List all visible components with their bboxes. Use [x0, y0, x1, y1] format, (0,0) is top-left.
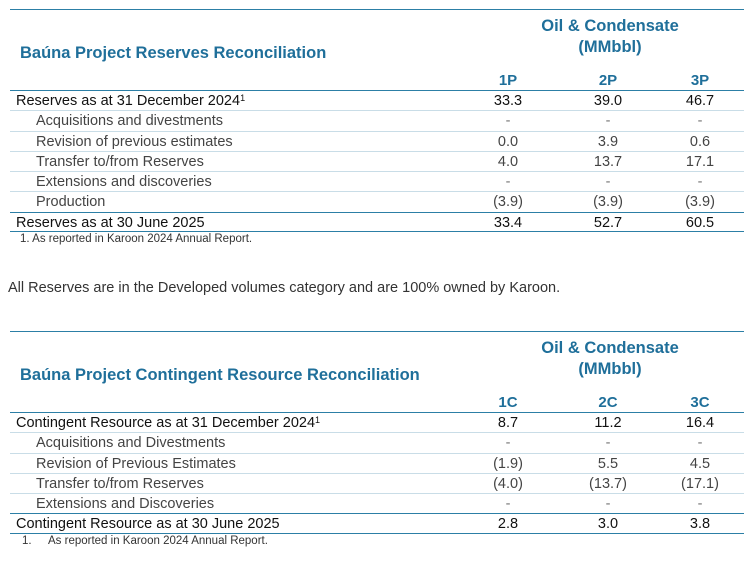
table-row: Acquisitions and Divestments - - - [10, 432, 744, 452]
cell-value: 60.5 [685, 214, 715, 231]
footnote-ref: 1 [315, 415, 321, 425]
reserves-table: Oil & Condensate (MMbbl) Baúna Project R… [10, 9, 744, 248]
row-label: Transfer to/from Reserves [36, 153, 204, 170]
cell-value: - [605, 174, 611, 191]
cell-value: 5.5 [597, 455, 619, 472]
row-label: Acquisitions and divestments [36, 113, 223, 130]
contingent-footnote: 1. As reported in Karoon 2024 Annual Repo… [10, 534, 744, 550]
cell-value: - [697, 435, 703, 452]
cell-value: - [697, 496, 703, 513]
table-row: Revision of previous estimates 0.0 3.9 0… [10, 130, 744, 151]
row-label: Extensions and discoveries [36, 174, 212, 191]
cell-value: 3.8 [689, 516, 711, 533]
reserves-group-header-line1: Oil & Condensate [541, 17, 679, 35]
cell-value: 13.7 [593, 153, 623, 170]
row-label: Extensions and Discoveries [36, 496, 215, 513]
cell-value: - [505, 174, 511, 191]
row-label: Revision of Previous Estimates [36, 455, 236, 472]
table-row: Contingent Resource as at 31 December 20… [10, 412, 744, 432]
cell-value: - [505, 435, 511, 452]
table-row: Transfer to/from Reserves (4.0) (13.7) (… [10, 472, 744, 493]
cell-value: 17.1 [685, 153, 715, 170]
cell-value: (3.9) [685, 194, 715, 211]
cell-value: 2.8 [497, 516, 519, 533]
table-row: Extensions and Discoveries - - - [10, 493, 744, 513]
footnote-number: 1. [22, 534, 32, 547]
table-row: Transfer to/from Reserves 4.0 13.7 17.1 [10, 150, 744, 171]
row-label: Acquisitions and Divestments [36, 435, 226, 452]
column-header-2p: 2P [598, 72, 618, 89]
footnote-text: As reported in Karoon 2024 Annual Report… [48, 534, 268, 547]
table-row: Acquisitions and divestments - - - [10, 110, 744, 130]
row-label: Reserves as at 31 December 20241 [16, 93, 246, 109]
cell-value: 46.7 [685, 93, 715, 109]
cell-value: - [605, 435, 611, 452]
reserves-table-title: Baúna Project Reserves Reconciliation [20, 44, 327, 62]
contingent-group-header-line2: (MMbbl) [578, 360, 642, 378]
cell-value: (3.9) [493, 194, 523, 211]
cell-value: - [505, 496, 511, 513]
cell-value: 0.0 [497, 133, 519, 150]
row-label: Contingent Resource as at 31 December 20… [16, 415, 321, 431]
table-row: Revision of Previous Estimates (1.9) 5.5… [10, 452, 744, 473]
column-header-1c: 1C [498, 394, 518, 411]
row-label: Revision of previous estimates [36, 133, 233, 150]
cell-value: (3.9) [593, 194, 623, 211]
cell-value: 33.3 [493, 93, 523, 109]
cell-value: 52.7 [593, 214, 623, 231]
row-label: Reserves as at 30 June 2025 [16, 214, 205, 231]
reserves-column-headers: 1P 2P 3P [10, 72, 744, 90]
reserves-table-header: Oil & Condensate (MMbbl) Baúna Project R… [10, 10, 744, 90]
row-label: Transfer to/from Reserves [36, 475, 204, 492]
cell-value: - [697, 174, 703, 191]
cell-value: 33.4 [493, 214, 523, 231]
column-header-3p: 3P [690, 72, 710, 89]
reserves-table-top-rule [10, 9, 744, 10]
cell-value: - [697, 113, 703, 130]
reserves-group-header: Oil & Condensate (MMbbl) [500, 16, 720, 58]
table-row: Reserves as at 30 June 2025 33.4 52.7 60… [10, 211, 744, 233]
table-row: Extensions and discoveries - - - [10, 171, 744, 191]
cell-value: - [605, 113, 611, 130]
cell-value: 16.4 [685, 415, 715, 431]
reserves-group-header-line2: (MMbbl) [578, 38, 642, 56]
ownership-note: All Reserves are in the Developed volume… [8, 280, 561, 296]
row-label: Production [36, 194, 106, 211]
cell-value: 8.7 [497, 415, 519, 431]
cell-value: 4.5 [689, 455, 711, 472]
reserves-footnote: 1. As reported in Karoon 2024 Annual Rep… [20, 233, 253, 246]
cell-value: (17.1) [681, 475, 719, 492]
column-header-2c: 2C [598, 394, 618, 411]
contingent-column-headers: 1C 2C 3C [10, 394, 744, 412]
cell-value: (13.7) [589, 475, 627, 492]
contingent-table-top-rule [10, 331, 744, 332]
cell-value: 39.0 [593, 93, 623, 109]
column-header-1p: 1P [498, 72, 518, 89]
contingent-table: Oil & Condensate (MMbbl) Baúna Project C… [10, 331, 744, 550]
cell-value: 0.6 [689, 133, 711, 150]
cell-value: - [505, 113, 511, 130]
contingent-group-header: Oil & Condensate (MMbbl) [500, 338, 720, 380]
table-row: Reserves as at 31 December 20241 33.3 39… [10, 90, 744, 110]
contingent-table-header: Oil & Condensate (MMbbl) Baúna Project C… [10, 332, 744, 412]
cell-value: (4.0) [493, 475, 523, 492]
footnote-ref: 1 [240, 93, 246, 103]
cell-value: 3.0 [597, 516, 619, 533]
cell-value: 3.9 [597, 133, 619, 150]
cell-value: - [605, 496, 611, 513]
cell-value: (1.9) [493, 455, 523, 472]
table-row: Production (3.9) (3.9) (3.9) [10, 191, 744, 211]
cell-value: 4.0 [497, 153, 519, 170]
table-row: Contingent Resource as at 30 June 2025 2… [10, 513, 744, 534]
contingent-group-header-line1: Oil & Condensate [541, 339, 679, 357]
cell-value: 11.2 [594, 415, 622, 431]
contingent-table-title: Baúna Project Contingent Resource Reconc… [20, 366, 420, 384]
row-label: Contingent Resource as at 30 June 2025 [16, 516, 280, 533]
column-header-3c: 3C [690, 394, 710, 411]
